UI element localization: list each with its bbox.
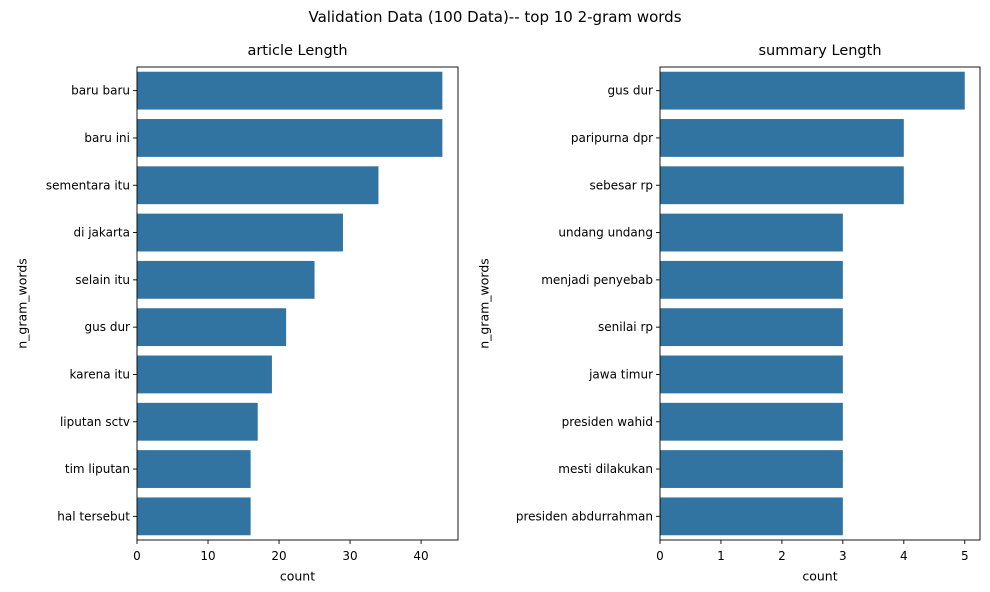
y-tick-label: paripurna dpr [571, 131, 653, 145]
bar [660, 308, 843, 347]
bar [660, 213, 843, 252]
bar [137, 497, 251, 536]
bar [137, 213, 343, 252]
y-tick-label: jawa timur [588, 367, 653, 381]
bar [137, 71, 443, 110]
x-axis-label: count [802, 569, 837, 584]
bar [137, 308, 287, 347]
chart-panel-2: gus dur paripurna dpr sebesar rp undang und… [477, 43, 981, 584]
bar [660, 119, 904, 157]
y-tick-label: baru ini [84, 131, 130, 145]
y-tick-label: baru baru [71, 84, 130, 98]
figure-title: Validation Data (100 Data)-- top 10 2-gr… [308, 8, 682, 26]
bar [137, 119, 443, 157]
y-tick-label: presiden wahid [562, 415, 653, 429]
bar [660, 402, 843, 441]
bar [660, 450, 843, 488]
bar [137, 166, 379, 205]
x-tick-label: 2 [778, 549, 786, 563]
x-axis-label: count [280, 569, 315, 584]
axes-frame [659, 66, 981, 541]
bar [137, 450, 251, 488]
chart-title: summary Length [758, 43, 881, 59]
x-tick-label: 5 [961, 549, 969, 563]
y-tick-label: sementara itu [46, 178, 130, 192]
bar [660, 166, 904, 205]
y-tick-label: di jakarta [73, 226, 130, 240]
bar [137, 260, 315, 299]
x-tick-label: 3 [839, 549, 847, 563]
x-tick-label: 4 [900, 549, 908, 563]
y-tick-label: liputan sctv [60, 415, 130, 429]
x-tick-label: 40 [413, 549, 428, 563]
bar [137, 402, 258, 441]
bar [137, 355, 272, 394]
bar [660, 497, 843, 536]
x-tick-label: 1 [717, 549, 725, 563]
y-tick-label: menjadi penyebab [541, 273, 653, 287]
y-tick-label: karena itu [69, 367, 130, 381]
y-tick-label: undang undang [558, 226, 653, 240]
x-tick-label: 0 [656, 549, 664, 563]
x-tick-label: 10 [200, 549, 215, 563]
y-axis-label: n_gram_words [477, 258, 492, 349]
bar [660, 355, 843, 394]
y-tick-label: hal tersebut [57, 509, 130, 523]
x-tick-label: 20 [271, 549, 286, 563]
bar [660, 260, 843, 299]
x-tick-label: 0 [133, 549, 141, 563]
y-axis-label: n_gram_words [15, 258, 30, 349]
y-tick-label: selain itu [75, 273, 130, 287]
y-tick-label: tim liputan [65, 462, 130, 476]
y-tick-label: mesti dilakukan [558, 462, 653, 476]
bar [660, 71, 965, 110]
y-tick-label: gus dur [85, 320, 131, 334]
chart-title: article Length [247, 43, 347, 59]
chart-panel-1: baru baru baru ini sementara itu di jakarta… [15, 43, 459, 584]
y-tick-label: sebesar rp [589, 178, 653, 192]
y-tick-label: senilai rp [598, 320, 653, 334]
axes-frame [136, 66, 459, 541]
x-tick-label: 30 [342, 549, 357, 563]
y-tick-label: presiden abdurrahman [516, 509, 653, 523]
y-tick-label: gus dur [608, 84, 654, 98]
